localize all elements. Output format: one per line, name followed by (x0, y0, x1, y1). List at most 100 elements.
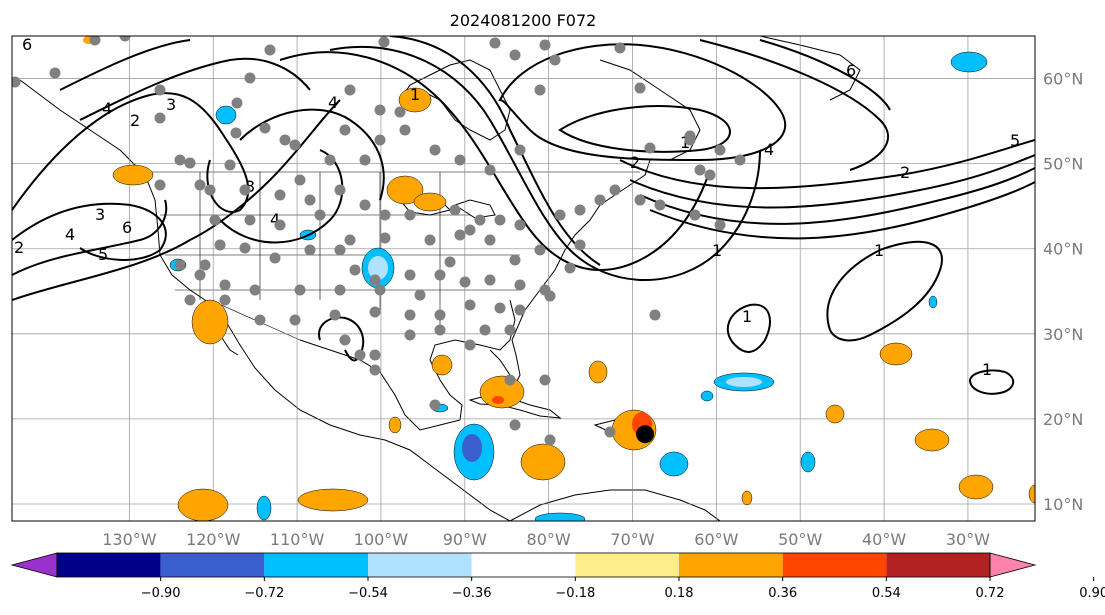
station-dot (539, 39, 551, 51)
station-dot (294, 284, 306, 296)
station-dot (544, 290, 556, 302)
colorbar-frame (56, 552, 991, 578)
station-dot (269, 252, 281, 264)
station-dot (434, 309, 446, 321)
station-dot (689, 209, 701, 221)
contour-label: 2 (14, 238, 24, 257)
station-dot (359, 199, 371, 211)
longitude-label: 100°W (354, 530, 409, 549)
station-dot (474, 214, 486, 226)
station-dot (230, 127, 242, 139)
station-dot (349, 264, 361, 276)
station-dot (374, 284, 386, 296)
station-dot (424, 234, 436, 246)
station-dot (378, 36, 390, 48)
contour-label: 1 (874, 241, 884, 260)
latitude-label: 60°N (1043, 70, 1083, 89)
station-dot (374, 104, 386, 116)
station-dot (554, 209, 566, 221)
colorbar-level-label: 0.54 (872, 586, 901, 601)
station-dot (231, 97, 243, 109)
contour-label: 1 (982, 360, 992, 379)
station-dot (434, 269, 446, 281)
latitude-label: 30°N (1043, 325, 1083, 344)
station-dot (344, 84, 356, 96)
station-dot (374, 134, 386, 146)
station-dot (334, 244, 346, 256)
colorbar-level-label: −0.72 (244, 586, 284, 601)
station-dot (534, 244, 546, 256)
station-dot (644, 142, 656, 154)
station-dot (304, 244, 316, 256)
station-dot (314, 209, 326, 221)
station-dot (209, 214, 221, 226)
map-area: 6 3 2 4 3 4 3 4 6 5 2 1 4 2 1 4 6 5 2 1 … (12, 35, 1035, 521)
station-dot (444, 256, 456, 268)
station-dot (294, 174, 306, 186)
station-dot (504, 374, 516, 386)
longitude-label: 120°W (186, 530, 241, 549)
latitude-label: 40°N (1043, 240, 1083, 259)
colorbar-level-label: −0.54 (348, 586, 388, 601)
station-dot (429, 399, 441, 411)
longitude-label: 30°W (946, 530, 990, 549)
station-dot (464, 299, 476, 311)
shaded-anomalies (83, 36, 1035, 521)
station-dot (509, 254, 521, 266)
station-dot (534, 84, 546, 96)
station-dot (339, 124, 351, 136)
station-dot (494, 302, 506, 314)
station-dot (404, 269, 416, 281)
station-dot (404, 209, 416, 221)
station-dot (184, 294, 196, 306)
station-dot (184, 157, 196, 169)
colorbar-labels: −0.90 −0.72 −0.54 −0.36 −0.18 0.18 0.36 0.54 0.7… (141, 577, 1105, 601)
station-dot (684, 134, 696, 146)
longitude-label: 50°W (778, 530, 822, 549)
station-dot (239, 242, 251, 254)
station-dot (369, 349, 381, 361)
station-dot (574, 204, 586, 216)
station-dot (394, 106, 406, 118)
colorbar-segment (886, 553, 990, 577)
station-dot (249, 284, 261, 296)
latitude-labels: 60°N 50°N 40°N 30°N 20°N 10°N (1043, 70, 1083, 514)
station-dot (154, 179, 166, 191)
contour-label: 2 (130, 111, 140, 130)
station-dot (214, 239, 226, 251)
contour-label: 6 (122, 218, 132, 237)
longitude-label: 130°W (102, 530, 157, 549)
contour-label: 2 (900, 163, 910, 182)
station-dot (259, 122, 271, 134)
contour-label: 3 (166, 95, 176, 114)
station-dot (484, 164, 496, 176)
colorbar-level-label: −0.18 (555, 586, 595, 601)
colorbar-segment (471, 553, 576, 577)
contour-label: 6 (22, 35, 32, 54)
station-dot (694, 164, 706, 176)
colorbar-level-label: 0.36 (768, 586, 797, 601)
contour-label: 1 (410, 85, 420, 104)
station-dot (289, 139, 301, 151)
station-dot (274, 189, 286, 201)
station-dot (289, 314, 301, 326)
station-dot (194, 269, 206, 281)
contour-label: 4 (764, 140, 774, 159)
colorbar-segment (679, 553, 783, 577)
longitude-labels: 130°W 120°W 110°W 100°W 90°W 80°W 70°W 60°W 50°W… (102, 530, 990, 549)
station-dot (509, 49, 521, 61)
contour-label: 1 (742, 307, 752, 326)
contour-label: 1 (680, 133, 690, 152)
station-dot (654, 199, 666, 211)
station-dot (514, 219, 526, 231)
storm-center-marker (636, 425, 655, 444)
station-dot (704, 169, 716, 181)
station-dot (339, 334, 351, 346)
station-dot (204, 184, 216, 196)
station-dot (414, 289, 426, 301)
station-dot (219, 279, 231, 291)
station-dot (544, 434, 556, 446)
station-dot (539, 374, 551, 386)
colorbar-level-label: 0.18 (665, 586, 694, 601)
longitude-label: 60°W (694, 530, 738, 549)
